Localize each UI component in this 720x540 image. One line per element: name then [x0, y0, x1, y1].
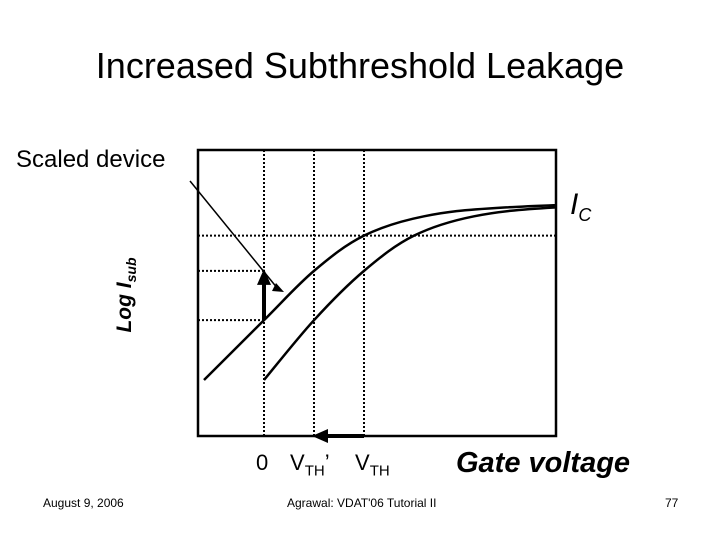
x-tick-vth-main: V	[355, 450, 370, 475]
curves	[203, 203, 556, 381]
x-axis-label: Gate voltage	[456, 447, 631, 479]
scaled-device-label: Scaled device	[16, 146, 166, 173]
footer-page-number: 77	[665, 496, 679, 510]
ic-label-sub: C	[578, 205, 592, 225]
footer-date: August 9, 2006	[43, 496, 124, 510]
x-tick-vth-prime-main: V	[290, 450, 305, 475]
ic-label-main: I	[570, 188, 579, 221]
x-tick-vth-prime-mark: ’	[324, 450, 330, 475]
x-tick-vth: VTH	[355, 450, 390, 479]
x-tick-zero: 0	[256, 450, 269, 475]
x-tick-vth-sub: TH	[369, 462, 390, 480]
arrows	[189, 180, 364, 443]
x-tick-vth-prime-sub: TH	[304, 462, 325, 480]
threshold-shift-arrow-head	[312, 429, 328, 443]
y-axis-label-sub: sub	[123, 257, 140, 283]
x-tick-vth-prime: VTH’	[290, 450, 330, 479]
y-axis-label-main: Log I	[112, 282, 136, 333]
scaled-device-pointer-head	[272, 283, 284, 292]
slide-title: Increased Subthreshold Leakage	[95, 45, 625, 86]
original-device-curve	[263, 206, 556, 381]
y-axis-label: Log Isub	[113, 257, 139, 332]
reference-dotted-lines	[198, 150, 556, 436]
leakage-increase-arrow-head	[257, 268, 271, 285]
scaled-device-pointer-line	[189, 180, 279, 290]
plot-frame	[196, 148, 558, 438]
ic-label: IC	[570, 188, 591, 226]
scaled-device-curve	[203, 203, 556, 381]
footer-center: Agrawal: VDAT'06 Tutorial II	[287, 496, 437, 510]
